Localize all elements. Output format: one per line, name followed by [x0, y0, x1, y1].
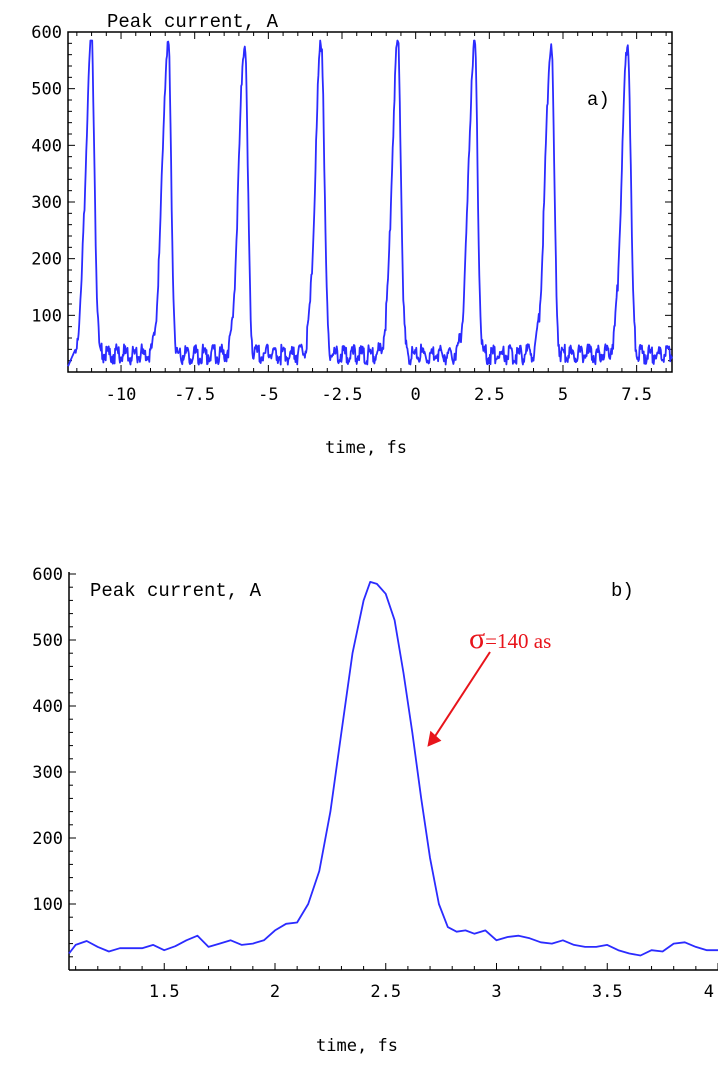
sigma-symbol: σ [469, 622, 485, 655]
y-tick-label: 500 [31, 80, 62, 100]
x-tick-label: 4 [704, 982, 714, 1002]
panel-b: Peak current, A b) time, fs σ=140 as 100… [32, 565, 718, 1056]
x-tick-label: 2.5 [474, 385, 505, 405]
panel-b-series-line [68, 581, 718, 957]
y-tick-label: 100 [32, 895, 63, 915]
sigma-arrow-line [432, 651, 491, 740]
y-tick-label: 300 [32, 763, 63, 783]
sigma-arrow-head [427, 730, 442, 747]
sigma-annotation: σ=140 as [469, 622, 551, 655]
panel-a: Peak current, A a) time, fs 100 200 300 400… [31, 11, 673, 458]
y-tick-label: 600 [32, 565, 63, 585]
y-tick-label: 600 [31, 23, 62, 43]
y-tick-label: 500 [32, 631, 63, 651]
sigma-value: =140 as [485, 629, 551, 653]
x-tick-label: 3 [491, 982, 501, 1002]
panel-b-label: b) [611, 580, 634, 602]
y-tick-label: 100 [31, 306, 62, 326]
x-tick-label: 3.5 [592, 982, 623, 1002]
panel-a-label: a) [587, 89, 610, 111]
x-tick-label: 7.5 [621, 385, 652, 405]
x-tick-label: -2.5 [322, 385, 363, 405]
y-tick-label: 200 [31, 250, 62, 270]
y-tick-label: 400 [32, 697, 63, 717]
y-tick-label: 400 [31, 136, 62, 156]
x-tick-label: 5 [558, 385, 568, 405]
x-tick-label: 2 [270, 982, 280, 1002]
x-tick-label: -10 [106, 385, 137, 405]
panel-a-title: Peak current, A [107, 11, 279, 33]
x-tick-label: -7.5 [174, 385, 215, 405]
y-tick-label: 300 [31, 193, 62, 213]
panel-b-xlabel: time, fs [316, 1036, 398, 1056]
x-tick-label: 0 [411, 385, 421, 405]
y-tick-label: 200 [32, 829, 63, 849]
panel-a-series-line [67, 39, 673, 367]
x-tick-label: 1.5 [149, 982, 180, 1002]
panel-b-title: Peak current, A [90, 580, 262, 602]
x-tick-label: -5 [258, 385, 278, 405]
panel-a-frame [67, 31, 673, 373]
x-tick-label: 2.5 [370, 982, 401, 1002]
panel-a-xlabel: time, fs [325, 438, 407, 458]
